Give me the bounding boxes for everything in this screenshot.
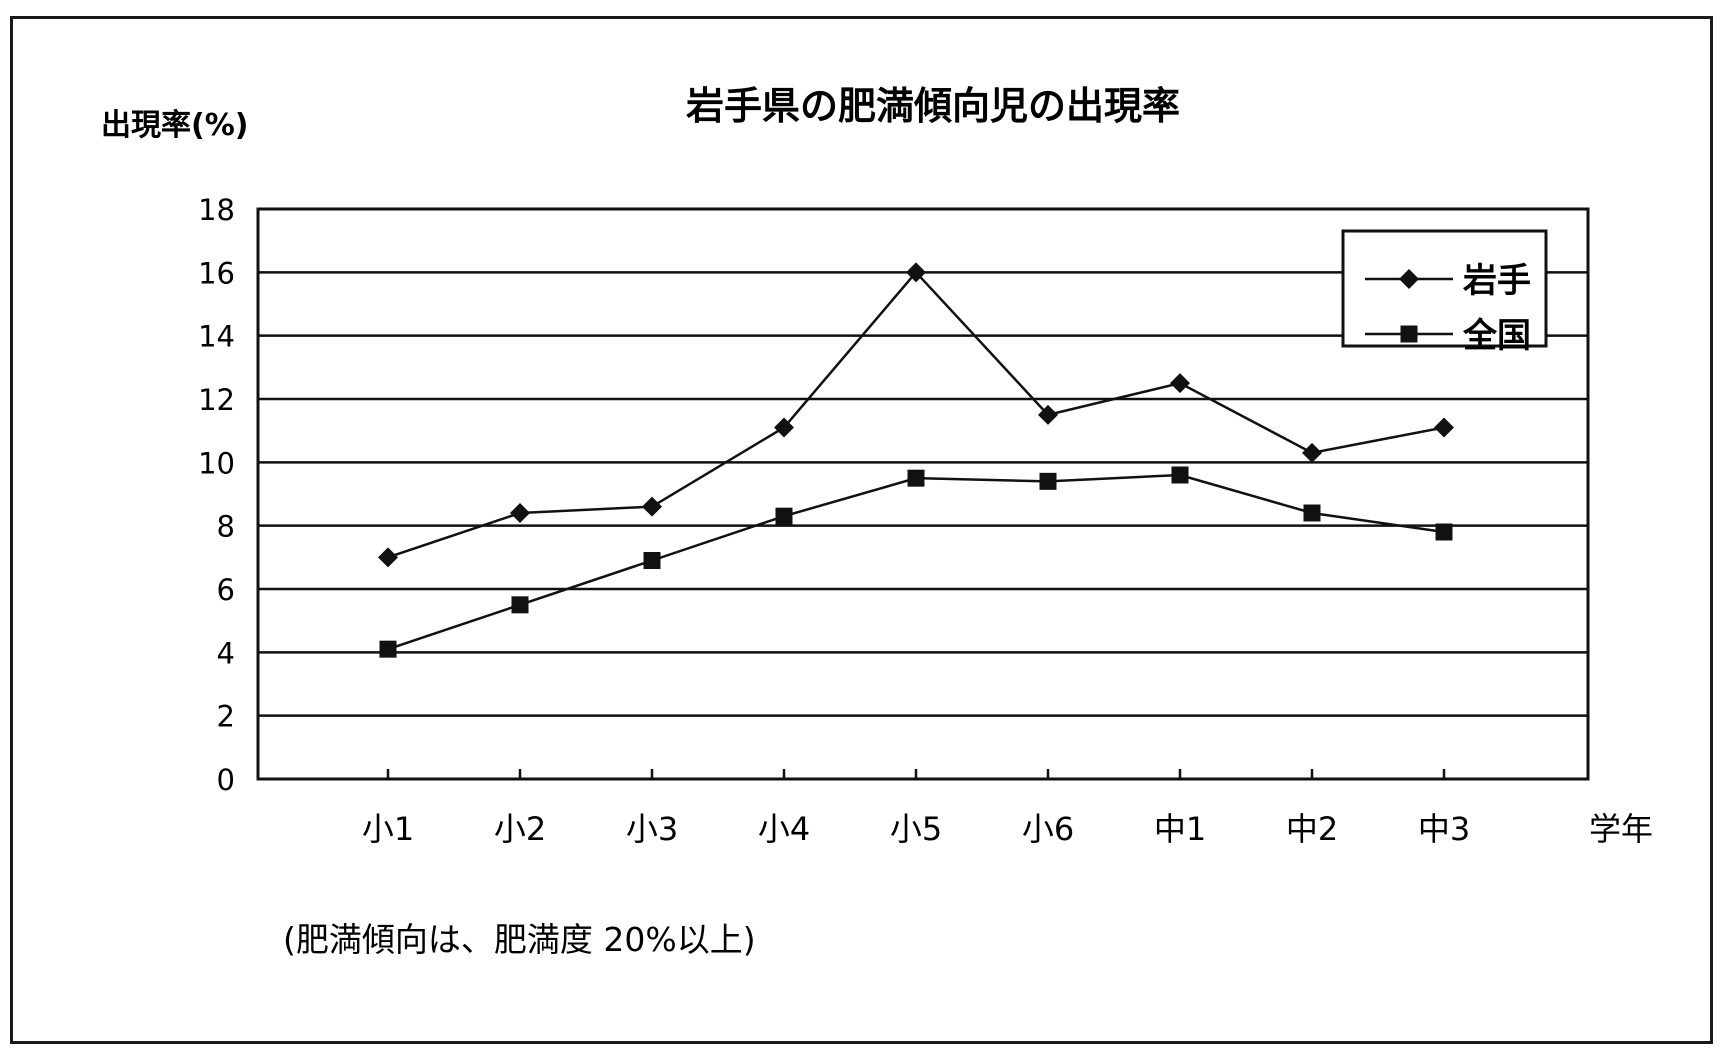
y-tick-label: 12 (198, 383, 235, 417)
series-line (387, 473, 1445, 651)
chart-title: 岩手県の肥満傾向児の出現率 (686, 84, 1180, 128)
series-1 (378, 262, 1454, 568)
data-point (643, 552, 661, 569)
legend-label: 岩手 (1462, 261, 1531, 301)
data-point (775, 507, 793, 525)
data-point (774, 417, 794, 438)
x-tick-label: 小5 (890, 810, 942, 848)
legend-label: 全国 (1462, 316, 1531, 356)
x-tick-label: 小2 (494, 810, 546, 848)
data-point (379, 640, 397, 658)
x-tick-label: 小6 (1022, 810, 1074, 848)
data-point (510, 503, 530, 523)
y-tick-label: 10 (198, 446, 235, 480)
data-point (378, 547, 398, 568)
legend-marker (1400, 325, 1418, 343)
x-tick-label: 中2 (1286, 810, 1338, 848)
x-axis-label: 学年 (1589, 810, 1653, 848)
y-tick-label: 0 (217, 763, 235, 797)
series-layer (378, 262, 1454, 658)
y-tick-label: 2 (217, 700, 235, 734)
x-tick-label: 小3 (626, 810, 678, 848)
legend-marker (1399, 269, 1419, 289)
y-tick-label: 16 (198, 256, 235, 290)
y-axis-label: 出現率(%) (101, 108, 248, 143)
x-tick-label: 小4 (758, 810, 810, 848)
plot-area (256, 207, 1590, 781)
legend-box (1341, 229, 1548, 348)
y-tick-label: 18 (198, 193, 235, 227)
data-point (1435, 523, 1453, 541)
data-point (907, 469, 925, 487)
data-point (1171, 466, 1189, 484)
data-point (1039, 472, 1057, 490)
y-tick-label: 4 (217, 636, 235, 670)
y-tick-label: 14 (198, 320, 235, 354)
x-tick-label: 中1 (1154, 810, 1206, 848)
y-axis-ticks: 0 2 4 6 8 10 12 14 16 18 (198, 193, 235, 797)
data-point (1170, 373, 1190, 394)
x-tick-label: 中3 (1418, 810, 1470, 848)
data-point (511, 596, 529, 614)
data-point (1302, 442, 1322, 463)
data-point (1038, 404, 1058, 425)
y-tick-label: 8 (217, 510, 235, 544)
data-point (1303, 504, 1321, 522)
x-axis-ticks: 小1 小2 小3 小4 小5 小6 中1 中2 中3 (362, 769, 1470, 848)
chart-frame: 岩手県の肥満傾向児の出現率 出現率(%) 0 2 4 6 8 10 12 14 16 18 小1 小… (10, 16, 1713, 1044)
y-tick-label: 6 (217, 573, 235, 607)
series-line (387, 270, 1445, 559)
x-tick-label: 小1 (362, 810, 414, 848)
footnote: (肥満傾向は、肥満度 20%以上) (283, 920, 756, 959)
series-2 (379, 466, 1453, 658)
data-point (1434, 417, 1454, 438)
data-point (906, 262, 926, 283)
data-point (642, 496, 662, 517)
